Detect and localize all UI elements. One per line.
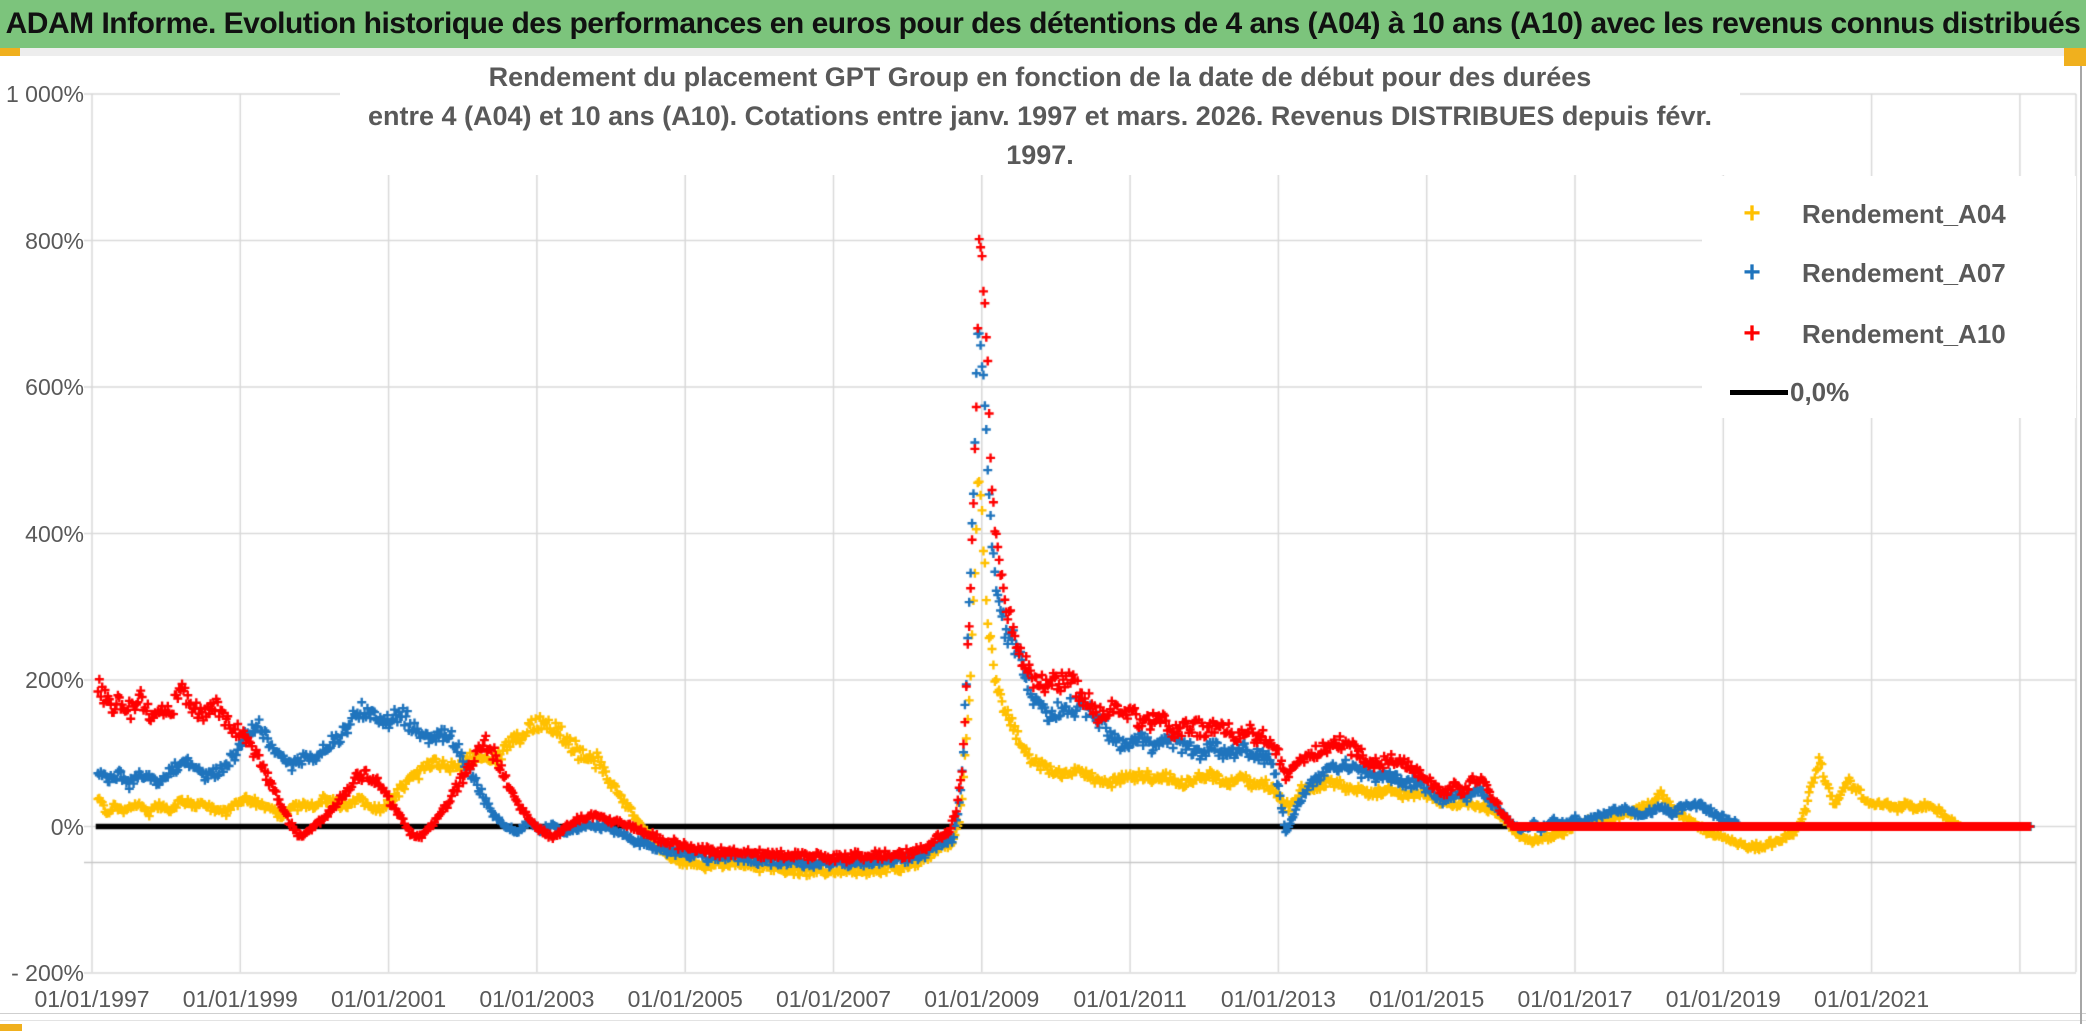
y-tick-label: 600% — [25, 374, 84, 400]
frame-accent-bottom-left — [0, 1024, 22, 1031]
frame-right-border — [2080, 66, 2082, 1024]
x-tick-label: 01/01/2021 — [1814, 986, 1930, 1012]
frame-accent-top-left — [0, 48, 20, 56]
legend-label: Rendement_A10 — [1802, 318, 2006, 349]
sheet-divider-line-2 — [0, 1020, 2086, 1021]
plus-marker-icon: + — [1743, 197, 1761, 230]
chart-title: Rendement du placement GPT Group en fonc… — [340, 58, 1740, 175]
plus-marker-icon: + — [1743, 256, 1761, 289]
x-tick-label: 01/01/2009 — [924, 986, 1040, 1012]
y-tick-label: 200% — [25, 667, 84, 693]
x-tick-label: 01/01/2017 — [1517, 986, 1633, 1012]
x-tick-label: 01/01/2013 — [1220, 986, 1336, 1012]
legend-item-a07[interactable]: + Rendement_A07 — [1702, 253, 2006, 293]
sheet-divider-line — [0, 1013, 2086, 1014]
plus-marker-icon: + — [1743, 317, 1761, 350]
x-tick-label: 01/01/2007 — [775, 986, 892, 1012]
x-tick-label: 01/01/1999 — [182, 986, 298, 1012]
legend-item-zero-line[interactable]: 0,0% — [1702, 372, 1849, 412]
legend-item-a10[interactable]: + Rendement_A10 — [1702, 314, 2006, 354]
y-tick-label: 0% — [50, 813, 84, 840]
y-tick-label: 400% — [25, 520, 84, 547]
legend-label: 0,0% — [1790, 376, 1850, 407]
legend-label: Rendement_A07 — [1802, 257, 2006, 288]
y-tick-label: 800% — [25, 227, 84, 254]
legend-label: Rendement_A04 — [1802, 198, 2006, 229]
chart-title-line-1: Rendement du placement GPT Group en fonc… — [488, 62, 1592, 92]
x-tick-label: 01/01/1997 — [34, 986, 150, 1012]
x-tick-label: 01/01/2001 — [331, 986, 447, 1012]
y-tick-label: 1 000% — [5, 81, 84, 107]
x-tick-label: 01/01/2003 — [479, 986, 595, 1012]
chart-title-line-2: entre 4 (A04) et 10 ans (A10). Cotations… — [367, 101, 1712, 170]
frame-accent-top-right — [2064, 48, 2086, 66]
x-tick-label: 01/01/2019 — [1665, 986, 1781, 1012]
legend-item-a04[interactable]: + Rendement_A04 — [1702, 194, 2006, 234]
zero-line-marker-icon — [1730, 389, 1788, 395]
chart-legend[interactable]: + Rendement_A04 + Rendement_A07 + Rendem… — [1702, 176, 2076, 418]
x-tick-label: 01/01/2005 — [627, 986, 743, 1012]
x-tick-label: 01/01/2011 — [1073, 986, 1187, 1012]
x-tick-label: 01/01/2015 — [1369, 986, 1485, 1012]
y-tick-label: - 200% — [11, 960, 84, 986]
